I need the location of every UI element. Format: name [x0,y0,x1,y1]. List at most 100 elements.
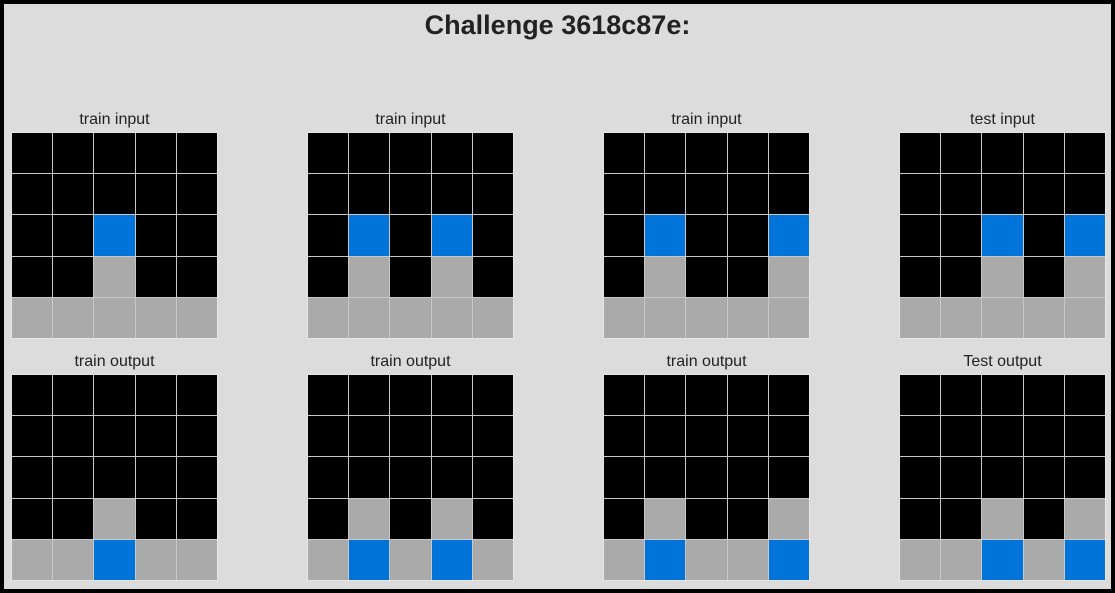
grid-cell [53,297,94,338]
grid-cell [768,297,809,338]
grid-cell [12,416,53,457]
grid-cell [135,539,176,580]
grid-cell [472,256,513,297]
panel-label: train output [74,353,155,370]
grid-cell [900,297,941,338]
grid-cell [135,457,176,498]
grid-cell [941,174,982,215]
grid-cell [645,133,686,174]
grid-cell [1064,215,1105,256]
grid-cell [900,174,941,215]
grid-cell [686,375,727,416]
grid-cell [727,174,768,215]
grid-cell [349,133,390,174]
grid-cell [982,416,1023,457]
grid-cell [645,457,686,498]
grid-cell [941,375,982,416]
grid-cell [1023,416,1064,457]
grid-cell [645,215,686,256]
grid-cell [604,133,645,174]
grid-cell [53,174,94,215]
grid-cell [1023,215,1064,256]
grid-cell [308,215,349,256]
grid-cell [349,498,390,539]
grid-cell [349,416,390,457]
grid-cell [768,174,809,215]
grid [899,374,1106,581]
grid [603,132,810,339]
grid-cell [686,297,727,338]
grid-cell [941,457,982,498]
grid-cell [982,457,1023,498]
grid-cell [941,416,982,457]
grid-cell [390,215,431,256]
grid-cell [431,498,472,539]
grid-cell [1064,256,1105,297]
grid-cell [12,498,53,539]
grid-cell [727,498,768,539]
panel-label: Test output [963,353,1042,370]
grid-cell [604,416,645,457]
grid-cell [645,174,686,215]
grid-cell [308,457,349,498]
grid-cell [390,256,431,297]
grid-cell [727,375,768,416]
grid-cell [604,174,645,215]
grid-cell [390,174,431,215]
grid-cell [53,539,94,580]
grid-cell [1023,297,1064,338]
grid-cell [1064,174,1105,215]
grid-cell [176,375,217,416]
panel-label: train input [79,111,150,128]
grid-cell [135,215,176,256]
grid-cell [645,256,686,297]
grid-cell [686,133,727,174]
grid-cell [308,297,349,338]
grid-cell [349,215,390,256]
grid-cell [645,297,686,338]
grid-cell [1064,416,1105,457]
grid-cell [94,375,135,416]
grid-cell [472,215,513,256]
grid-cell [135,256,176,297]
grid-cell [308,416,349,457]
grid-cell [604,297,645,338]
panel-label: train input [375,111,446,128]
grid-cell [12,375,53,416]
grid-cell [349,256,390,297]
grid-cell [1023,457,1064,498]
grid-cell [645,416,686,457]
grid-cell [135,133,176,174]
grid-cell [472,297,513,338]
grid-cell [727,457,768,498]
grid-cell [390,498,431,539]
grid-cell [94,174,135,215]
grid-cell [1023,539,1064,580]
grid-cell [472,174,513,215]
grid-cell [431,256,472,297]
grid-cell [645,375,686,416]
grid-cell [135,498,176,539]
grid-cell [941,498,982,539]
grid-cell [900,133,941,174]
grid-cell [982,539,1023,580]
grid-cell [727,133,768,174]
grid-cell [176,215,217,256]
grid-cell [1064,297,1105,338]
grid-cell [94,215,135,256]
grid-cell [941,539,982,580]
grid-cell [431,133,472,174]
grid-cell [900,457,941,498]
grid-cell [53,375,94,416]
grid-cell [982,297,1023,338]
grid-cell [12,215,53,256]
grid-cell [900,215,941,256]
grid-cell [900,416,941,457]
grid-cell [1023,174,1064,215]
grid [307,374,514,581]
grid-cell [308,375,349,416]
grid-cell [768,133,809,174]
grid-cell [1064,375,1105,416]
grid-cell [982,498,1023,539]
grid-cell [308,498,349,539]
